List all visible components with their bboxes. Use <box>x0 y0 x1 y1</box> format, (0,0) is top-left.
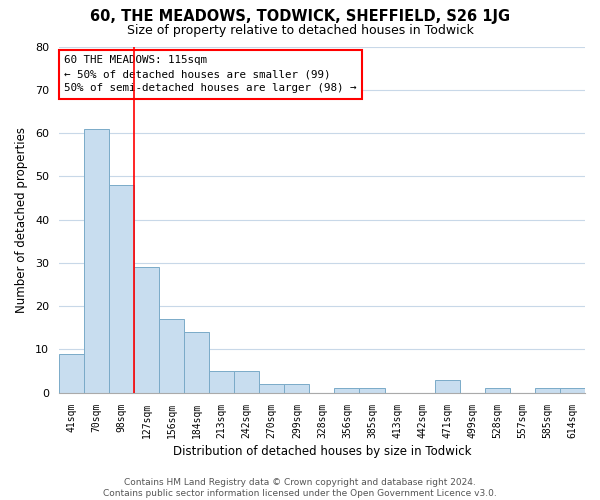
Text: 60, THE MEADOWS, TODWICK, SHEFFIELD, S26 1JG: 60, THE MEADOWS, TODWICK, SHEFFIELD, S26… <box>90 9 510 24</box>
Y-axis label: Number of detached properties: Number of detached properties <box>15 126 28 312</box>
Bar <box>560 388 585 392</box>
Bar <box>59 354 84 393</box>
Bar <box>334 388 359 392</box>
Bar <box>209 371 234 392</box>
Bar <box>184 332 209 392</box>
Text: Size of property relative to detached houses in Todwick: Size of property relative to detached ho… <box>127 24 473 37</box>
Bar <box>84 128 109 392</box>
Text: 60 THE MEADOWS: 115sqm
← 50% of detached houses are smaller (99)
50% of semi-det: 60 THE MEADOWS: 115sqm ← 50% of detached… <box>64 55 356 93</box>
Bar <box>485 388 510 392</box>
Bar <box>535 388 560 392</box>
Bar <box>234 371 259 392</box>
Bar <box>434 380 460 392</box>
Bar <box>159 319 184 392</box>
Text: Contains HM Land Registry data © Crown copyright and database right 2024.
Contai: Contains HM Land Registry data © Crown c… <box>103 478 497 498</box>
Bar <box>284 384 310 392</box>
Bar <box>359 388 385 392</box>
Bar <box>259 384 284 392</box>
Bar <box>109 185 134 392</box>
Bar <box>134 267 159 392</box>
X-axis label: Distribution of detached houses by size in Todwick: Distribution of detached houses by size … <box>173 444 471 458</box>
